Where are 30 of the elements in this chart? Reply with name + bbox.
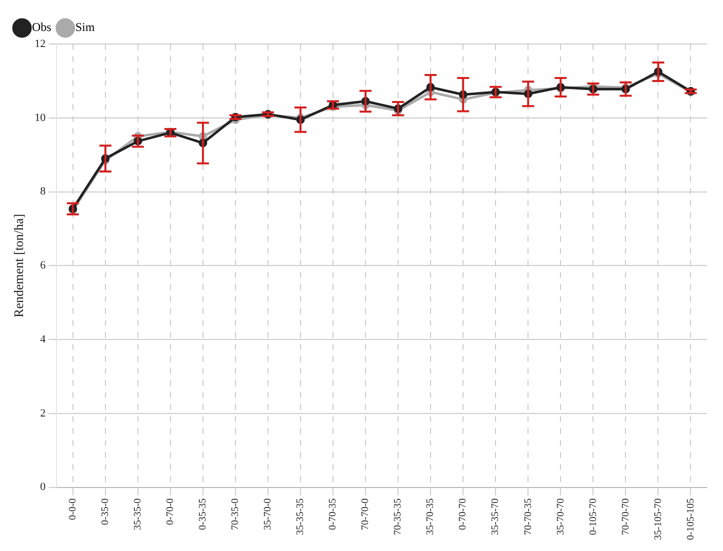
x-tick-label: 0-105-70 [588, 498, 599, 536]
y-tick-label: 8 [40, 186, 46, 198]
y-tick-label: 10 [34, 112, 46, 124]
x-tick-label: 0-105-105 [685, 498, 696, 540]
x-tick-label: 0-70-35 [328, 498, 339, 530]
y-tick-label: 0 [40, 481, 46, 494]
x-tick-label: 35-35-0 [132, 498, 144, 530]
y-tick-label: 2 [40, 407, 46, 420]
legend-label: Obs [32, 20, 52, 34]
x-tick-label: 35-70-0 [262, 498, 274, 530]
x-tick-label: 0-35-35 [198, 498, 209, 530]
x-tick-label: 35-35-35 [295, 498, 306, 536]
x-tick-label: 35-70-70 [555, 498, 566, 536]
x-tick-label: 70-35-35 [392, 498, 404, 536]
y-tick-label: 6 [40, 260, 46, 272]
legend-label: Sim [75, 20, 96, 34]
x-tick-label: 0-70-0 [165, 498, 176, 526]
x-tick-label: 35-105-70 [652, 498, 664, 540]
y-tick-label: 4 [40, 333, 46, 346]
x-tick-label: 70-70-70 [620, 498, 632, 536]
y-tick-label: 12 [34, 38, 46, 50]
x-tick-label: 35-35-70 [490, 498, 502, 536]
x-tick-label: 70-70-0 [360, 498, 372, 530]
x-tick-label: 0-70-70 [458, 498, 469, 530]
x-tick-label: 0-35-0 [100, 498, 112, 526]
x-tick-label: 70-35-0 [230, 498, 242, 530]
y-axis-title: Rendement [ton/ha] [11, 214, 26, 318]
x-tick-label: 35-70-35 [425, 498, 436, 536]
x-tick-label: 70-70-35 [522, 498, 534, 536]
x-tick-label: 0-0-0 [67, 498, 78, 520]
